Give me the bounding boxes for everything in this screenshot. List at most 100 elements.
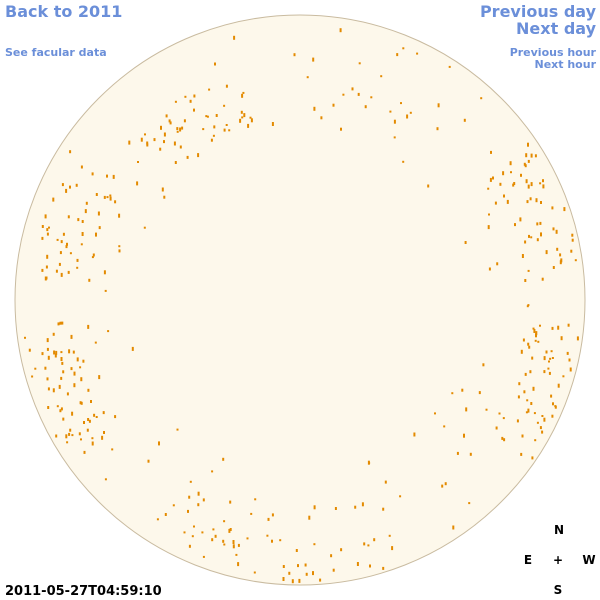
facula: [557, 383, 560, 388]
facula: [402, 47, 405, 50]
facula: [351, 87, 354, 91]
facula: [531, 456, 534, 460]
facula: [55, 269, 58, 273]
previous-hour-link[interactable]: Previous hour: [510, 46, 597, 59]
facula: [97, 211, 100, 216]
facula: [60, 407, 63, 411]
facula: [332, 568, 335, 572]
facula: [358, 62, 361, 65]
previous-day-link[interactable]: Previous day: [480, 2, 597, 21]
facula: [44, 214, 47, 219]
facula: [179, 127, 182, 132]
facula: [503, 194, 505, 198]
facula: [416, 52, 419, 55]
facula: [297, 564, 299, 568]
facula: [320, 116, 323, 120]
facula: [106, 196, 109, 199]
facula: [212, 134, 215, 137]
facula: [266, 534, 269, 537]
facula: [47, 406, 50, 409]
back-link[interactable]: Back to 2011: [5, 2, 122, 21]
facula: [128, 140, 131, 145]
next-day-link[interactable]: Next day: [516, 19, 597, 38]
facula: [441, 484, 444, 488]
facula: [367, 544, 370, 547]
facula: [61, 183, 64, 187]
facula: [488, 267, 491, 271]
facula: [140, 137, 143, 142]
facula: [509, 161, 512, 166]
facula: [188, 495, 191, 499]
facula: [480, 97, 483, 100]
facula: [66, 441, 69, 444]
facula: [560, 336, 563, 341]
facula: [527, 159, 530, 163]
facula: [68, 349, 71, 354]
facula: [496, 262, 499, 266]
facula: [114, 200, 117, 204]
facula: [534, 154, 537, 158]
facula: [361, 502, 364, 507]
facula: [527, 142, 529, 147]
facula: [46, 377, 49, 381]
facula: [249, 116, 252, 119]
facula: [469, 452, 472, 456]
facula: [542, 184, 545, 189]
facula: [305, 572, 308, 576]
facula: [532, 386, 535, 391]
facula: [528, 234, 530, 238]
facula: [293, 53, 296, 57]
facula: [535, 331, 538, 336]
facula: [147, 459, 150, 463]
facula: [363, 542, 366, 546]
facula: [288, 571, 291, 575]
facula: [86, 428, 89, 432]
facula: [239, 118, 242, 123]
next-hour-link[interactable]: Next hour: [535, 58, 597, 71]
facula: [103, 431, 105, 434]
facula: [552, 402, 554, 406]
facula: [98, 226, 101, 230]
facula: [451, 392, 454, 395]
facula: [520, 452, 523, 456]
facula: [241, 116, 244, 119]
facula: [536, 222, 539, 226]
facula: [228, 528, 231, 533]
facula: [382, 566, 385, 570]
facula: [465, 407, 468, 412]
facula: [81, 220, 84, 223]
facula: [48, 226, 50, 229]
facula: [482, 363, 485, 367]
facula: [444, 482, 447, 486]
facula: [537, 340, 540, 343]
facula: [563, 207, 566, 212]
facula: [373, 538, 376, 542]
facula: [552, 266, 555, 269]
facula: [90, 400, 92, 403]
facula: [136, 181, 139, 186]
facula: [235, 553, 238, 556]
facula: [382, 507, 385, 511]
facula: [91, 172, 94, 176]
facula: [179, 145, 182, 149]
facula: [543, 356, 546, 361]
facula: [65, 434, 68, 439]
facula: [189, 480, 192, 483]
facula: [527, 408, 530, 413]
facula: [80, 165, 83, 169]
facula: [502, 417, 505, 420]
facula: [554, 405, 557, 409]
facula: [534, 439, 537, 442]
facula: [229, 528, 232, 531]
facula: [41, 225, 44, 228]
facula: [551, 206, 554, 210]
facula: [46, 347, 49, 351]
facula: [254, 498, 257, 501]
facula: [69, 252, 72, 255]
facula: [494, 201, 497, 205]
facula: [526, 305, 529, 308]
facula: [158, 441, 160, 446]
facular-link[interactable]: See facular data: [5, 46, 107, 59]
facula: [506, 199, 509, 204]
